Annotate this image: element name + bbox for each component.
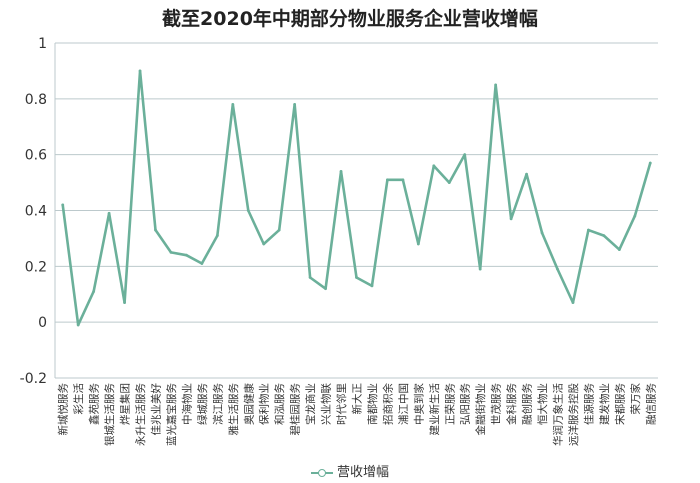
x-tick-label-15: 碧桂园服务 xyxy=(289,383,302,436)
x-tick-label-33: 远洋服务控股 xyxy=(567,383,580,446)
data-point-34 xyxy=(587,228,590,232)
data-point-11 xyxy=(231,103,235,106)
y-tick-label-6: 1 xyxy=(38,36,47,52)
data-point-35 xyxy=(602,234,606,238)
data-point-6 xyxy=(154,228,157,232)
y-tick-label-4: 0.6 xyxy=(25,148,47,164)
y-tick-label-2: 0.2 xyxy=(25,259,47,275)
data-point-33 xyxy=(571,301,575,305)
data-point-28 xyxy=(494,83,498,87)
data-point-9 xyxy=(200,262,204,265)
data-point-12 xyxy=(246,209,250,212)
x-tick-label-7: 蓝光嘉宝服务 xyxy=(165,383,178,446)
y-tick-label-3: 0.4 xyxy=(25,204,47,220)
x-tick-label-36: 宋都服务 xyxy=(613,383,626,425)
data-point-30 xyxy=(525,172,528,176)
data-point-14 xyxy=(277,228,281,232)
data-point-31 xyxy=(540,231,544,235)
x-tick-label-5: 永升生活服务 xyxy=(134,383,147,446)
x-tick-label-31: 恒大物业 xyxy=(536,383,549,425)
data-point-26 xyxy=(463,153,467,157)
data-point-37 xyxy=(633,214,637,218)
data-point-16 xyxy=(308,276,312,279)
x-tick-label-29: 金科服务 xyxy=(505,383,518,425)
x-tick-label-13: 保利物业 xyxy=(258,383,271,425)
y-tick-label-5: 0.8 xyxy=(25,92,47,108)
x-tick-label-4: 烨星集团 xyxy=(119,383,132,425)
data-point-10 xyxy=(215,234,219,238)
data-point-5 xyxy=(138,69,142,73)
chart-title: 截至2020年中期部分物业服务企业营收增幅 xyxy=(162,8,538,30)
data-point-29 xyxy=(509,217,513,221)
data-point-3 xyxy=(107,211,111,215)
data-point-24 xyxy=(432,164,436,168)
x-tick-label-17: 兴业物联 xyxy=(320,383,333,425)
x-tick-label-28: 世茂服务 xyxy=(490,383,503,425)
x-tick-label-16: 宝龙商业 xyxy=(304,383,317,425)
x-tick-label-37: 荣万家 xyxy=(629,383,642,415)
x-tick-label-3: 银城生活服务 xyxy=(103,383,116,446)
x-tick-label-0: 新城悦服务 xyxy=(57,383,70,436)
data-point-38 xyxy=(648,161,652,165)
data-point-25 xyxy=(447,181,451,184)
x-tick-label-11: 雅生活服务 xyxy=(227,383,240,436)
x-tick-label-12: 奥园健康 xyxy=(242,383,255,425)
data-point-0 xyxy=(61,203,65,207)
y-tick-label-1: 0 xyxy=(38,315,47,331)
x-tick-label-8: 中海物业 xyxy=(180,383,193,425)
x-tick-label-23: 中奥到家 xyxy=(412,383,425,425)
x-tick-label-20: 南都物业 xyxy=(366,383,379,425)
data-point-22 xyxy=(401,178,405,182)
x-tick-label-34: 佳源服务 xyxy=(582,383,595,425)
x-tick-label-32: 华润万象生活 xyxy=(552,383,565,446)
x-tick-label-27: 金融街物业 xyxy=(474,383,487,436)
x-tick-label-25: 正荣服务 xyxy=(443,383,456,425)
data-point-2 xyxy=(92,290,96,293)
data-point-4 xyxy=(123,301,126,305)
data-point-27 xyxy=(478,267,482,271)
x-tick-label-1: 彩生活 xyxy=(72,383,85,415)
series-line xyxy=(61,69,652,327)
data-point-8 xyxy=(185,253,188,257)
x-tick-label-10: 滨江服务 xyxy=(211,383,224,425)
legend-label: 营收增幅 xyxy=(336,465,389,480)
x-axis-ticks: 新城悦服务 彩生活 鑫苑服务 银城生活服务 烨星集团 永升生活服务 佳兆业美好 蓝光嘉宝服务中… xyxy=(57,383,658,446)
y-axis-ticks: -0.2 0 0.2 0.4 0.6 0.8 1 xyxy=(20,36,47,387)
x-tick-label-18: 时代邻里 xyxy=(335,383,348,425)
x-tick-label-35: 建发物业 xyxy=(598,383,611,425)
data-point-20 xyxy=(370,284,374,288)
x-tick-label-19: 新大正 xyxy=(351,383,364,415)
grid-layer xyxy=(54,42,658,379)
data-point-21 xyxy=(386,178,389,182)
legend[interactable]: 营收增幅 xyxy=(0,461,700,480)
x-tick-label-26: 弘阳服务 xyxy=(459,383,472,425)
data-point-17 xyxy=(324,287,327,291)
data-point-7 xyxy=(169,250,173,254)
x-tick-label-2: 鑫苑服务 xyxy=(88,383,101,425)
data-point-36 xyxy=(617,248,621,251)
series-line-layer xyxy=(61,69,652,327)
y-tick-label-0: -0.2 xyxy=(20,371,47,387)
data-point-23 xyxy=(416,242,420,246)
x-tick-label-22: 浦江中国 xyxy=(397,383,410,425)
x-tick-label-14: 和泓服务 xyxy=(273,383,286,425)
data-point-15 xyxy=(293,103,297,106)
x-tick-label-38: 融信服务 xyxy=(644,383,657,425)
data-point-1 xyxy=(76,323,80,327)
data-point-18 xyxy=(339,170,343,173)
data-point-32 xyxy=(556,267,559,271)
x-tick-label-30: 融创服务 xyxy=(521,383,534,425)
data-point-19 xyxy=(355,276,358,279)
legend-line-marker-icon xyxy=(310,467,333,479)
x-tick-label-24: 建业新生活 xyxy=(428,383,441,436)
data-point-13 xyxy=(262,242,266,246)
x-tick-label-21: 招商积余 xyxy=(381,383,394,425)
x-tick-label-9: 绿城服务 xyxy=(196,383,209,425)
x-tick-label-6: 佳兆业美好 xyxy=(150,383,163,436)
